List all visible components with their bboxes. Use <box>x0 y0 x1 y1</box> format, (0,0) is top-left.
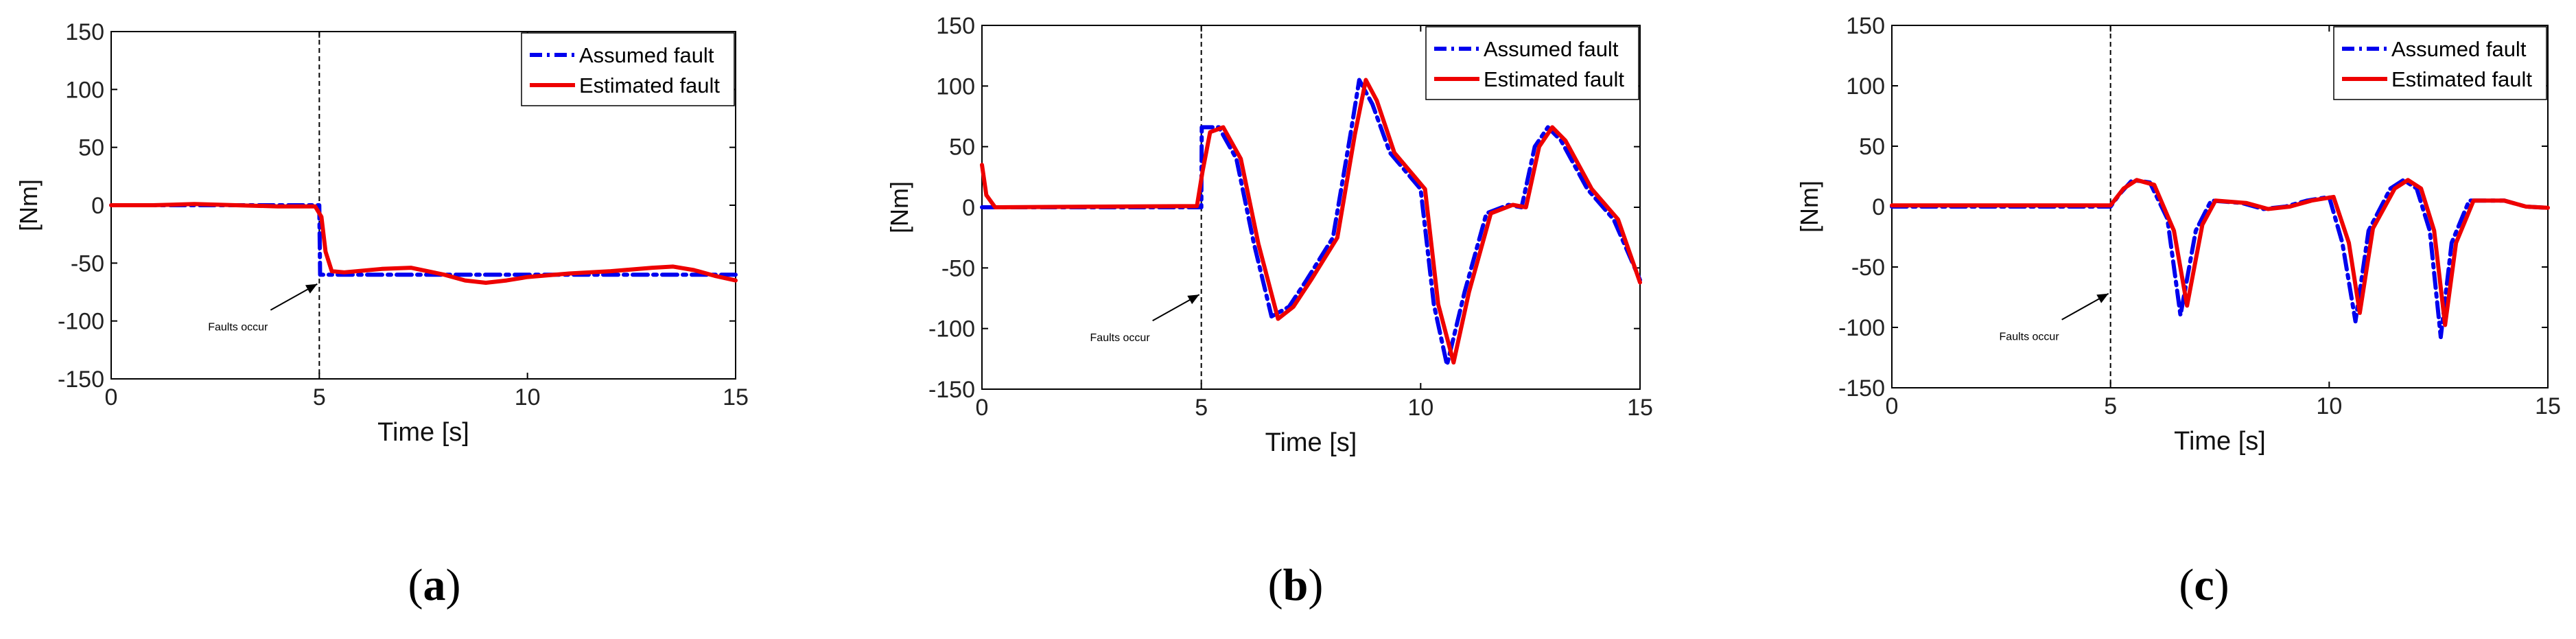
caption-open: ( <box>408 560 423 610</box>
caption-open: ( <box>2179 560 2194 610</box>
y-tick-label: 150 <box>1846 13 1885 39</box>
y-tick-label: -50 <box>71 251 104 277</box>
legend-box <box>1425 26 1639 100</box>
legend: Assumed fault Estimated fault <box>2333 26 2547 100</box>
y-tick-label: -50 <box>941 255 975 281</box>
y-tick-label: 100 <box>936 73 975 100</box>
caption-letter: a <box>423 560 446 610</box>
caption-letter: b <box>1283 560 1309 610</box>
legend: Assumed fault Estimated fault <box>521 32 735 106</box>
y-tick-label: -100 <box>928 316 975 342</box>
legend-label: Estimated fault <box>1484 67 1624 91</box>
y-axis-label: [Nm] <box>1795 181 1823 233</box>
x-tick-label: 0 <box>976 395 989 421</box>
y-axis-label: [Nm] <box>14 179 43 231</box>
y-axis-label: [Nm] <box>885 181 913 233</box>
annotation-text: Faults occur <box>1090 332 1151 344</box>
y-tick-label: -100 <box>1838 315 1885 341</box>
x-tick-label: 5 <box>313 384 326 410</box>
legend-label: Assumed fault <box>2391 37 2527 61</box>
x-tick-label: 10 <box>1407 395 1433 421</box>
series-line-assumed-fault <box>980 78 1642 367</box>
x-tick-label: 15 <box>723 384 749 410</box>
caption-b: (b) <box>1227 559 1364 612</box>
y-tick-label: 0 <box>1872 194 1885 220</box>
caption-open: ( <box>1267 560 1283 610</box>
x-tick-label: 5 <box>2104 393 2117 419</box>
x-axis-label: Time [s] <box>1265 428 1357 457</box>
caption-c: (c) <box>2135 559 2273 612</box>
y-tick-label: 50 <box>1859 134 1885 160</box>
annotation-arrowhead <box>2096 293 2109 303</box>
x-tick-label: 5 <box>1195 395 1208 421</box>
y-tick-label: -50 <box>1851 255 1885 281</box>
x-tick-label: 0 <box>1886 393 1899 419</box>
y-tick-label: 100 <box>1846 73 1885 100</box>
y-tick-label: 50 <box>949 135 975 161</box>
legend-label: Assumed fault <box>1484 37 1619 61</box>
legend-box <box>521 32 735 106</box>
y-tick-label: 100 <box>65 77 104 103</box>
annotation-arrowhead <box>1187 294 1199 305</box>
legend-label: Assumed fault <box>579 43 714 67</box>
caption-a: (a) <box>366 559 503 612</box>
x-axis-label: Time [s] <box>2174 427 2266 456</box>
series-line-estimated-fault <box>1890 178 2550 327</box>
y-tick-label: -150 <box>58 367 104 393</box>
caption-close: ) <box>1308 560 1324 610</box>
x-tick-label: 15 <box>1627 395 1653 421</box>
series-line-assumed-fault <box>109 203 738 277</box>
annotation-arrowhead <box>305 283 318 294</box>
legend-label: Estimated fault <box>579 73 720 97</box>
series-line-estimated-fault <box>980 78 1642 365</box>
caption-close: ) <box>2214 560 2229 610</box>
annotation-text: Faults occur <box>208 322 268 334</box>
y-tick-label: 150 <box>936 13 975 39</box>
series-line-estimated-fault <box>109 202 738 285</box>
x-tick-label: 15 <box>2535 393 2561 419</box>
y-tick-label: -150 <box>928 377 975 403</box>
x-tick-label: 10 <box>2316 393 2342 419</box>
y-tick-label: 0 <box>962 195 975 221</box>
annotation-text: Faults occur <box>2000 332 2060 343</box>
y-tick-label: 150 <box>65 19 104 45</box>
y-tick-label: 0 <box>91 193 104 219</box>
legend-label: Estimated fault <box>2391 67 2532 91</box>
y-tick-label: 50 <box>78 135 104 161</box>
x-axis-label: Time [s] <box>377 418 469 447</box>
x-tick-label: 0 <box>105 384 118 410</box>
caption-letter: c <box>2194 560 2214 610</box>
x-tick-label: 10 <box>515 384 541 410</box>
caption-close: ) <box>445 560 461 610</box>
y-tick-label: -100 <box>58 309 104 335</box>
y-tick-label: -150 <box>1838 375 1885 402</box>
legend: Assumed fault Estimated fault <box>1425 26 1639 100</box>
legend-box <box>2333 26 2547 100</box>
